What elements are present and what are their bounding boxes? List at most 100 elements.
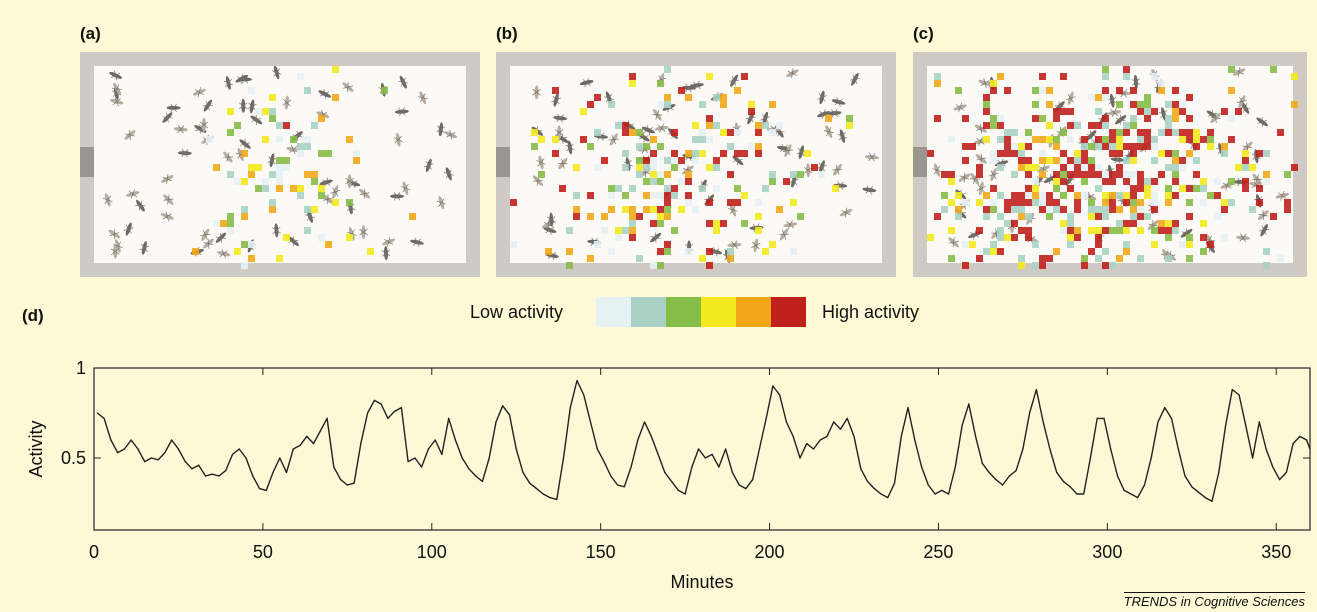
ant-icon: [250, 114, 263, 125]
heat-cell: [727, 129, 734, 136]
arena-image-a: [80, 52, 480, 277]
heat-cell: [657, 101, 664, 108]
heat-cell: [1172, 150, 1179, 157]
heat-cell: [248, 241, 255, 248]
heat-cell: [1186, 136, 1193, 143]
heat-cell: [531, 143, 538, 150]
ant-icon: [1236, 95, 1247, 108]
data-point: [110, 439, 112, 441]
data-point: [1008, 475, 1010, 477]
ant-icon: [547, 212, 556, 227]
heat-cell: [1032, 164, 1039, 171]
data-point: [839, 428, 842, 430]
heat-cell: [762, 122, 769, 129]
data-point: [333, 466, 335, 468]
heat-cell: [510, 199, 517, 206]
data-point: [1076, 493, 1078, 495]
heat-cell: [559, 185, 566, 192]
heat-cell: [304, 171, 311, 178]
data-point: [279, 457, 281, 459]
heat-cell: [234, 178, 241, 185]
heat-cell: [1130, 157, 1137, 164]
heat-cell: [1081, 143, 1088, 150]
heat-cell: [1277, 129, 1284, 136]
heat-cell: [1207, 192, 1214, 199]
data-point: [285, 471, 288, 473]
heat-cell: [332, 199, 339, 206]
heat-cell: [1004, 220, 1011, 227]
heat-cell: [269, 171, 276, 178]
heat-cell: [657, 206, 664, 213]
heat-cell: [846, 122, 853, 129]
data-point: [826, 435, 828, 437]
ant-icon: [200, 228, 211, 241]
heat-cell: [1151, 192, 1158, 199]
heat-cell: [1116, 206, 1123, 213]
heat-cell: [1291, 101, 1298, 108]
heat-cell: [685, 199, 692, 206]
heat-cell: [1165, 255, 1172, 262]
data-point: [779, 394, 781, 396]
heat-cell: [1165, 234, 1172, 241]
heat-cell: [1053, 171, 1060, 178]
ant-icon: [652, 108, 663, 121]
data-point: [1245, 425, 1247, 427]
heat-cell: [692, 150, 699, 157]
data-point: [137, 448, 139, 450]
data-point: [454, 439, 457, 441]
ant-icon: [247, 99, 257, 114]
data-point: [792, 435, 794, 437]
heat-cell: [1025, 213, 1032, 220]
ant-icon: [192, 87, 206, 98]
heat-cell: [1235, 164, 1242, 171]
heat-cell: [1151, 136, 1158, 143]
heat-cell: [1130, 220, 1137, 227]
heat-cell: [1256, 150, 1263, 157]
data-point: [177, 448, 180, 450]
ant-icon: [565, 140, 575, 155]
heat-cell: [1046, 122, 1053, 129]
heat-cell: [748, 108, 755, 115]
heat-cell: [1144, 213, 1151, 220]
plot-frame: [93, 367, 1311, 531]
heat-cell: [381, 87, 388, 94]
heat-cell: [650, 157, 657, 164]
heat-cell: [983, 213, 990, 220]
heat-cell: [650, 150, 657, 157]
ant-icon: [727, 203, 738, 217]
heat-cell: [1186, 241, 1193, 248]
heat-cell: [1214, 213, 1221, 220]
heat-cell: [594, 241, 601, 248]
heat-cell: [629, 234, 636, 241]
heat-cell: [990, 115, 997, 122]
ant-icon: [832, 163, 843, 176]
data-point: [353, 482, 355, 484]
heat-cell: [1067, 241, 1074, 248]
heat-cell: [276, 164, 283, 171]
data-point: [812, 448, 815, 450]
heat-cell: [976, 199, 983, 206]
ant-icon: [1107, 93, 1117, 108]
data-point: [927, 484, 929, 486]
heat-cell: [1109, 171, 1116, 178]
heat-cell: [1081, 178, 1088, 185]
heat-cell: [741, 150, 748, 157]
heat-cell: [206, 136, 213, 143]
heat-cell: [1053, 136, 1060, 143]
heat-cell: [1207, 129, 1214, 136]
ant-icon: [222, 151, 233, 163]
heat-cell: [1144, 129, 1151, 136]
heat-cell: [976, 227, 983, 234]
ant-icon: [288, 236, 299, 247]
arena-entrance: [913, 147, 927, 177]
data-point: [373, 399, 375, 401]
heat-cell: [1074, 164, 1081, 171]
heat-cell: [1172, 227, 1179, 234]
heat-cell: [1081, 164, 1088, 171]
heat-cell: [1032, 115, 1039, 122]
data-point: [319, 430, 321, 432]
ant-icon: [109, 70, 122, 81]
heat-cell: [664, 248, 671, 255]
heat-cell: [1165, 115, 1172, 122]
heat-cell: [1060, 171, 1067, 178]
